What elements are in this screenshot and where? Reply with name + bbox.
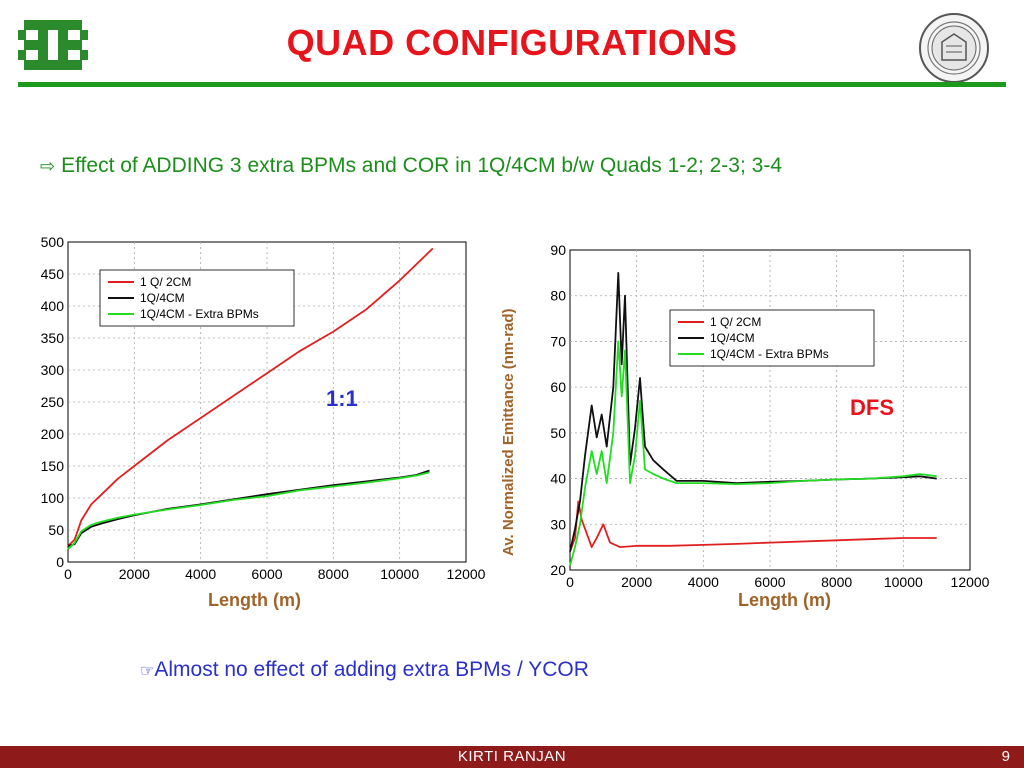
fermilab-logo-icon	[18, 20, 88, 70]
x-tick-label: 10000	[380, 566, 419, 582]
y-tick-label: 250	[41, 394, 65, 410]
y-tick-label: 400	[41, 298, 65, 314]
x-tick-label: 12000	[951, 574, 990, 590]
bullet-point: ⇨ Effect of ADDING 3 extra BPMs and COR i…	[40, 154, 782, 178]
legend-entry: 1 Q/ 2CM	[140, 275, 191, 289]
chart-annotation-1to1: 1:1	[326, 386, 358, 411]
y-tick-label: 90	[550, 242, 566, 258]
legend-entry: 1Q/4CM	[140, 291, 185, 305]
x-tick-label: 8000	[318, 566, 349, 582]
legend-entry: 1Q/4CM - Extra BPMs	[140, 307, 259, 321]
x-tick-label: 4000	[185, 566, 216, 582]
series-line	[67, 471, 430, 550]
pointing-hand-icon: ☞	[140, 663, 155, 680]
y-tick-label: 50	[550, 425, 566, 441]
x-tick-label: 12000	[447, 566, 486, 582]
x-tick-label: 8000	[821, 574, 852, 590]
y-tick-label: 50	[48, 522, 64, 538]
y-axis-label-right: Av. Normalized Emittance (nm-rad)	[500, 308, 517, 556]
y-tick-label: 350	[41, 330, 65, 346]
y-tick-label: 300	[41, 362, 65, 378]
x-tick-label: 2000	[621, 574, 652, 590]
y-tick-label: 30	[550, 516, 566, 532]
y-tick-label: 0	[56, 554, 64, 570]
y-tick-label: 20	[550, 562, 566, 578]
x-tick-label: 4000	[688, 574, 719, 590]
legend-entry: 1 Q/ 2CM	[710, 315, 761, 329]
slide-title: QUAD CONFIGURATIONS	[286, 22, 738, 63]
y-tick-label: 200	[41, 426, 65, 442]
legend-entry: 1Q/4CM - Extra BPMs	[710, 347, 829, 361]
x-tick-label: 0	[64, 566, 72, 582]
bullet-text: Effect of ADDING 3 extra BPMs and COR in…	[61, 154, 782, 177]
conclusion-note: ☞Almost no effect of adding extra BPMs /…	[140, 658, 589, 682]
emittance-chart-1to1: 0 2000 4000 6000 8000 10000 12000 0 50 100 150 200 2…	[41, 234, 486, 582]
hollow-arrow-icon: ⇨	[40, 156, 56, 176]
title-divider	[18, 82, 1006, 87]
university-seal-icon	[919, 13, 989, 83]
x-tick-label: 0	[566, 574, 574, 590]
y-tick-label: 450	[41, 266, 65, 282]
series-line	[569, 340, 937, 566]
footer-bar: KIRTI RANJAN 9	[0, 746, 1024, 768]
series-line	[67, 247, 434, 547]
chart-annotation-dfs: DFS	[850, 395, 894, 420]
y-tick-label: 100	[41, 490, 65, 506]
x-axis-label-left: Length (m)	[208, 590, 301, 610]
x-tick-label: 6000	[754, 574, 785, 590]
note-text: Almost no effect of adding extra BPMs / …	[154, 658, 589, 681]
y-tick-label: 70	[550, 333, 566, 349]
page-number: 9	[1001, 748, 1010, 765]
y-tick-label: 80	[550, 288, 566, 304]
y-tick-label: 60	[550, 379, 566, 395]
y-tick-label: 500	[41, 234, 65, 250]
x-tick-label: 2000	[119, 566, 150, 582]
y-tick-label: 40	[550, 471, 566, 487]
x-axis-label-right: Length (m)	[738, 590, 831, 610]
emittance-chart-dfs: 0 2000 4000 6000 8000 10000 12000 20 30 40 50 60 70 8…	[550, 242, 990, 590]
footer-author: KIRTI RANJAN	[457, 748, 567, 765]
x-tick-label: 6000	[251, 566, 282, 582]
legend-entry: 1Q/4CM	[710, 331, 755, 345]
y-tick-label: 150	[41, 458, 65, 474]
x-tick-label: 10000	[884, 574, 923, 590]
